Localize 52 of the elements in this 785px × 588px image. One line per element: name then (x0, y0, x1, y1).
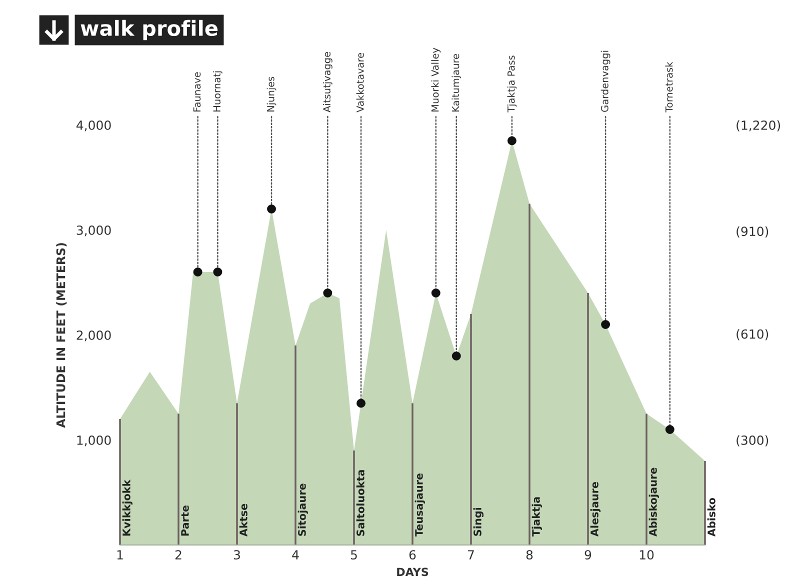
point (356, 398, 366, 408)
x-tick-label: 4 (292, 550, 299, 560)
point (507, 136, 516, 146)
y2-tick-label: (300) (736, 435, 768, 446)
annotation: Abiskojaure (648, 468, 660, 537)
annotation: Muorki Valley (431, 48, 441, 112)
annotation: Faunave (193, 72, 201, 112)
x-axis-title: DAYS (397, 568, 428, 576)
x-tick-label: 6 (409, 550, 416, 560)
annotation: Tjaktja (532, 497, 542, 537)
x-tick-label: 10 (640, 550, 654, 560)
chart-title: walk profile (80, 20, 218, 40)
point (431, 288, 440, 298)
annotation: Teusajaure (414, 473, 426, 537)
annotation: Kaitumjaure (452, 54, 462, 112)
x-tick-label: 3 (234, 550, 240, 560)
annotation: Tornetrask (665, 62, 673, 112)
annotation: Parte (181, 506, 189, 536)
annotation: Alesjaure (590, 482, 601, 537)
annotation: Saltoluokta (356, 470, 364, 536)
point (601, 320, 610, 329)
y-tick-label: 3,000 (76, 225, 111, 236)
x-tick-label: 1 (117, 550, 123, 560)
x-tick-label: 7 (468, 550, 474, 560)
y-tick-label: 2,000 (76, 330, 111, 342)
text: Abisko (707, 498, 716, 537)
annotation: Aktse (239, 504, 248, 537)
annotation: Singi (473, 508, 484, 536)
point (193, 268, 202, 276)
x-tick-label: 2 (175, 550, 182, 560)
annotation: Vakkotavare (356, 52, 364, 112)
annotation: Huornatj (212, 71, 222, 112)
y2-tick-label: (910) (736, 226, 768, 238)
annotation: Sitojaure (298, 484, 308, 536)
point (665, 425, 674, 434)
point (452, 352, 461, 360)
y-axis-title: ALTITUDE IN FEET (METERS) (56, 243, 67, 428)
annotation: Kvikkjokk (122, 480, 133, 536)
annotation: Njunjes (266, 76, 276, 112)
y-tick-label: 1,000 (77, 435, 111, 446)
point (213, 268, 222, 276)
annotation: Gardenvaggi (600, 50, 610, 112)
x-tick-label: 8 (526, 550, 533, 560)
annotation: Aitsutjvagge (322, 52, 332, 112)
x-tick-label: 9 (584, 550, 592, 560)
y2-tick-label: (610) (736, 329, 768, 340)
point (267, 204, 276, 214)
point (323, 288, 332, 298)
x-tick-label: 5 (350, 550, 357, 560)
y2-tick-label: (1,220) (736, 120, 780, 132)
annotation: Tjaktja Pass (507, 56, 517, 112)
y-tick-label: 4,000 (76, 120, 111, 132)
